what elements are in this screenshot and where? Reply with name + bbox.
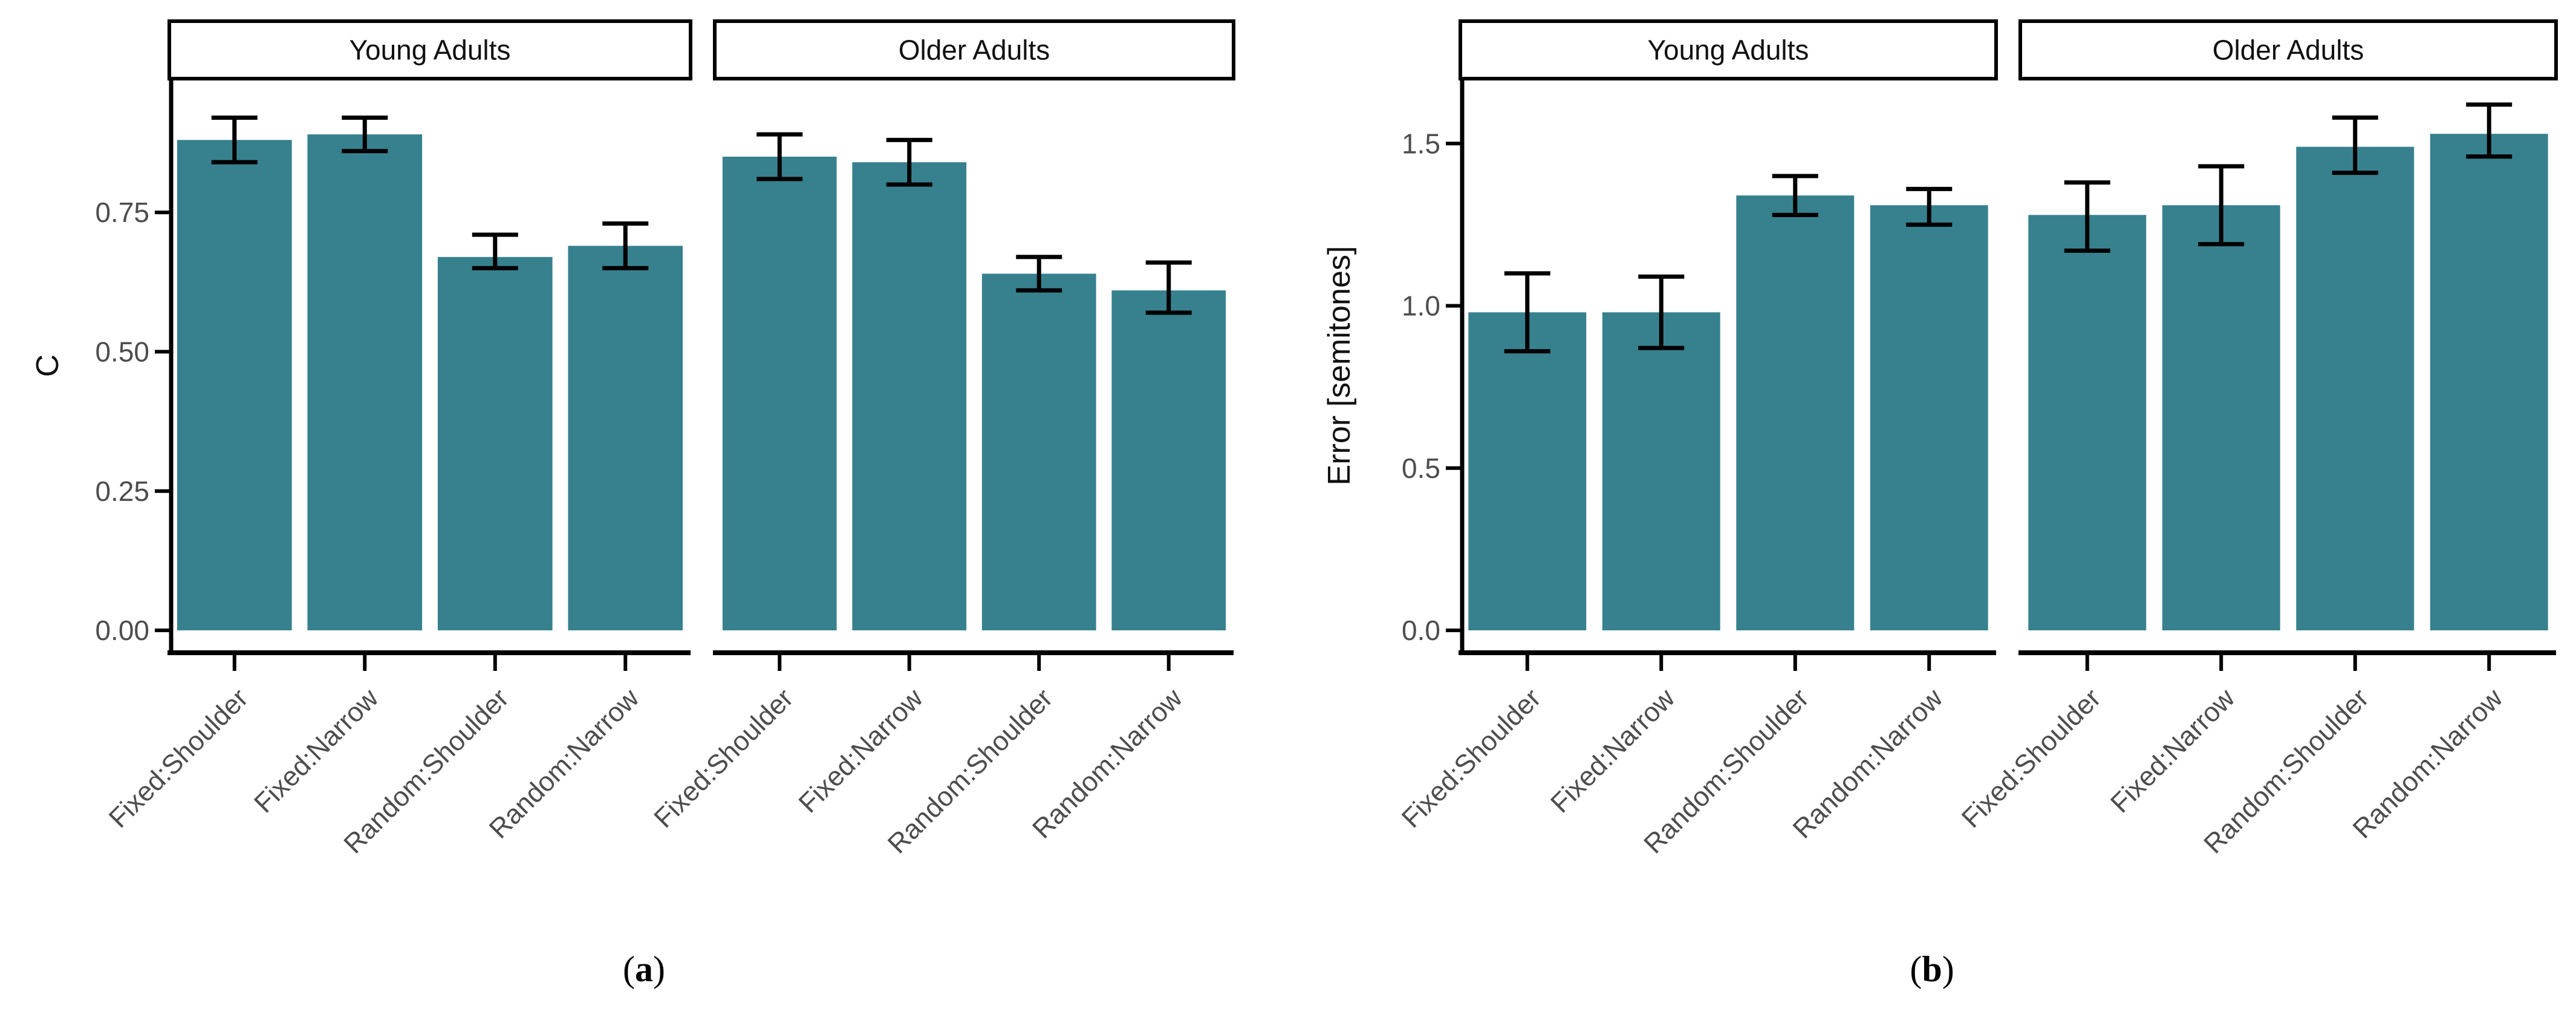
x-tick-label: Fixed:Shoulder xyxy=(648,682,799,834)
facet-strip xyxy=(2018,19,2558,80)
bar xyxy=(1468,312,1587,630)
facet-strip-label: Older Adults xyxy=(899,34,1050,66)
y-tick-label: 0.50 xyxy=(95,336,149,367)
y-axis-title: C xyxy=(30,355,65,377)
x-tick-label: Fixed:Narrow xyxy=(793,682,929,819)
caption-b: (b) xyxy=(1781,949,2083,990)
bar xyxy=(307,134,423,630)
facet-strip xyxy=(1459,19,1998,80)
y-tick-label: 0.25 xyxy=(95,475,149,507)
bar xyxy=(2296,146,2415,631)
y-tick-label: 0.75 xyxy=(95,197,149,228)
bar xyxy=(1602,312,1720,630)
bar xyxy=(568,246,683,630)
x-tick-label: Fixed:Narrow xyxy=(248,682,385,819)
bar xyxy=(852,162,967,630)
x-tick-label: Fixed:Shoulder xyxy=(1396,682,1547,834)
caption-a: (a) xyxy=(493,949,795,990)
bar xyxy=(2430,134,2548,630)
bar xyxy=(177,140,292,631)
caption-a-close: ) xyxy=(653,949,665,989)
caption-b-close: ) xyxy=(1942,949,1954,989)
y-axis-title: Error [semitones] xyxy=(1322,246,1357,486)
caption-b-open: ( xyxy=(1910,949,1922,989)
x-tick-label: Fixed:Narrow xyxy=(1544,682,1681,819)
y-tick-label: 1.0 xyxy=(1402,290,1440,322)
y-tick-label: 0.00 xyxy=(95,615,149,646)
bar xyxy=(722,156,837,630)
facet-strip-label: Young Adults xyxy=(350,34,511,66)
x-tick-label: Fixed:Shoulder xyxy=(1956,682,2107,834)
caption-a-letter: a xyxy=(635,949,653,989)
caption-b-letter: b xyxy=(1922,949,1942,989)
facet-strip xyxy=(168,19,692,80)
caption-a-open: ( xyxy=(623,949,635,989)
y-tick-label: 0.0 xyxy=(1402,615,1440,646)
facet-strip xyxy=(713,19,1235,80)
y-tick-label: 1.5 xyxy=(1402,128,1440,159)
bar xyxy=(2028,215,2147,631)
bar xyxy=(437,256,553,631)
bar xyxy=(1870,205,1988,631)
facet-strip-label: Young Adults xyxy=(1648,34,1809,66)
bar xyxy=(1736,195,1855,631)
facet-strip-label: Older Adults xyxy=(2213,34,2364,66)
x-tick-label: Fixed:Shoulder xyxy=(103,682,254,834)
bar xyxy=(981,273,1096,630)
bar xyxy=(1111,290,1226,630)
bar xyxy=(2162,205,2280,631)
x-tick-label: Fixed:Narrow xyxy=(2104,682,2241,819)
y-tick-label: 0.5 xyxy=(1402,453,1440,484)
